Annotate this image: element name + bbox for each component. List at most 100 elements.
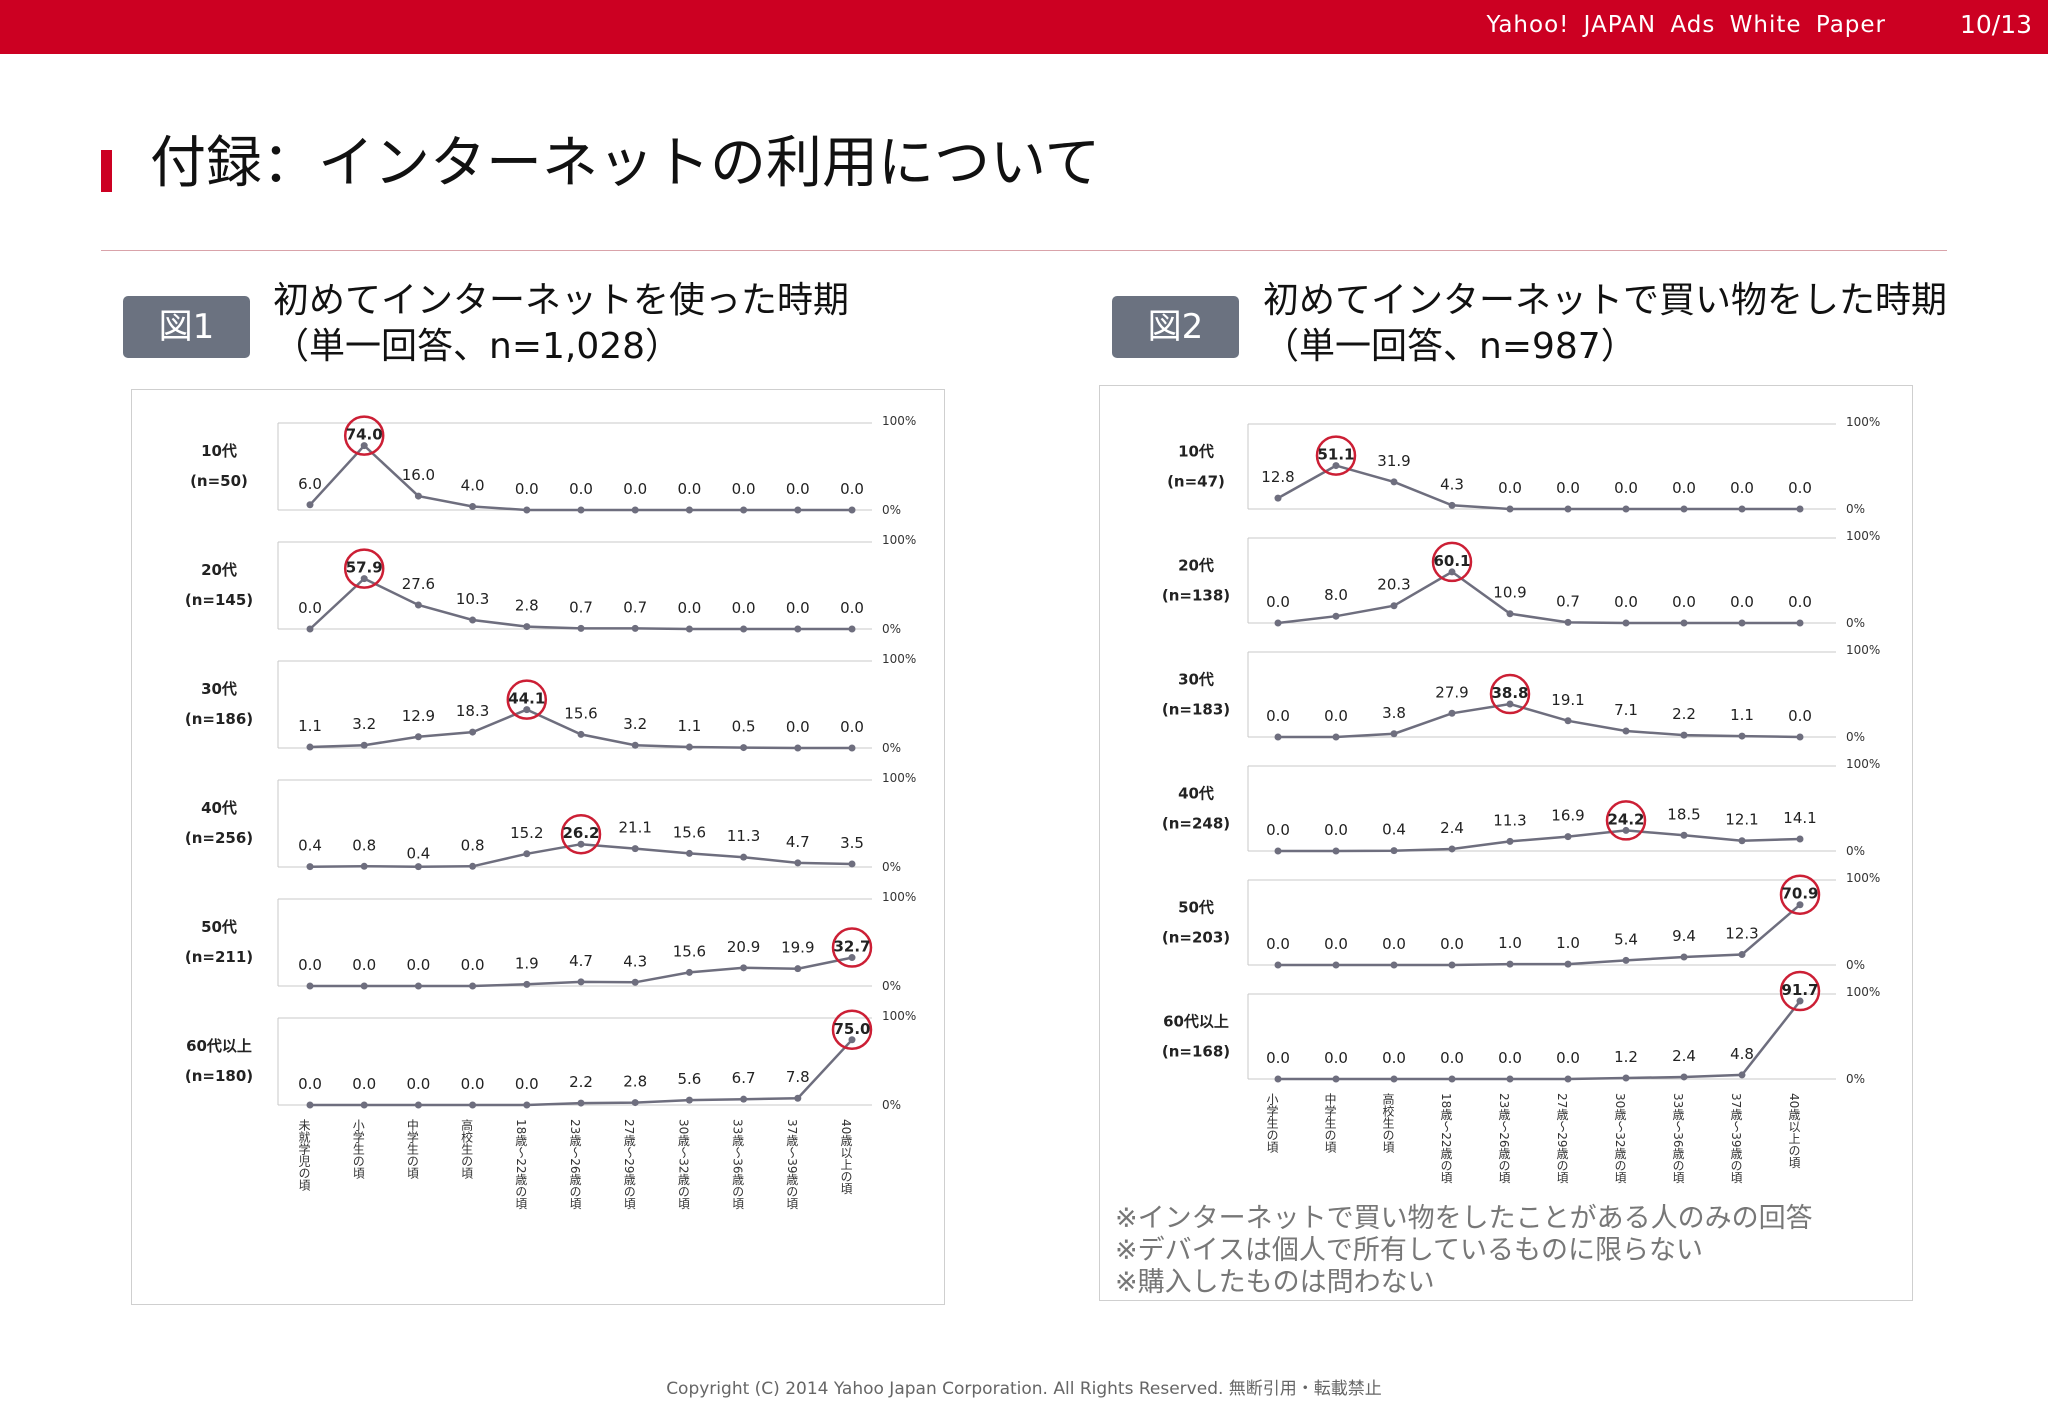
data-label: 0.0 — [1556, 1049, 1580, 1067]
category-label: 27歳～29歳の頃 — [1555, 1093, 1569, 1184]
data-label: 26.2 — [562, 824, 599, 842]
data-label: 5.4 — [1614, 930, 1638, 948]
data-point — [794, 1094, 802, 1102]
data-point — [848, 744, 856, 752]
data-point — [631, 978, 639, 986]
figure-2-chart: 100% 0% 10代 (n=47) 12.8 51.1 31.9 4.3 0.0 0.0 0.0 0… — [1162, 415, 1880, 1184]
series-name: 20代 — [1178, 556, 1214, 574]
data-point — [794, 506, 802, 514]
data-label: 0.4 — [1382, 821, 1406, 839]
data-label: 15.6 — [564, 704, 597, 722]
data-point — [631, 741, 639, 749]
series-n: (n=138) — [1162, 586, 1230, 604]
data-point — [469, 1101, 477, 1109]
data-label: 0.0 — [515, 1075, 539, 1093]
data-point — [1506, 700, 1514, 708]
peak-highlight — [1605, 800, 1647, 841]
y-min-label: 0% — [1846, 844, 1865, 858]
data-label: 0.0 — [406, 956, 430, 974]
data-point — [631, 845, 639, 853]
data-point — [306, 863, 314, 871]
y-min-label: 0% — [882, 503, 901, 517]
data-point — [794, 859, 802, 867]
data-point — [1796, 835, 1804, 843]
data-point — [1738, 1071, 1746, 1079]
data-label: 4.3 — [1440, 475, 1464, 493]
data-label: 9.4 — [1672, 927, 1696, 945]
data-point — [577, 840, 585, 848]
data-label: 0.0 — [1556, 479, 1580, 497]
data-point — [631, 506, 639, 514]
data-point — [794, 744, 802, 752]
data-point — [1564, 717, 1572, 725]
data-point — [1680, 505, 1688, 513]
data-label: 11.3 — [1493, 811, 1526, 829]
peak-highlight — [506, 679, 548, 720]
data-point — [1390, 602, 1398, 610]
data-label: 11.3 — [727, 827, 760, 845]
data-label: 3.8 — [1382, 704, 1406, 722]
series-name: 30代 — [1178, 670, 1214, 688]
data-point — [1738, 619, 1746, 627]
series-n: (n=47) — [1167, 472, 1225, 490]
data-label: 2.4 — [1672, 1047, 1696, 1065]
data-label: 20.3 — [1377, 576, 1410, 594]
data-label: 4.0 — [461, 477, 485, 495]
data-label: 0.7 — [569, 598, 593, 616]
data-label: 0.8 — [352, 836, 376, 854]
data-point — [523, 623, 531, 631]
data-point — [685, 968, 693, 976]
category-label: 高校生の頃 — [460, 1118, 474, 1180]
data-label: 0.0 — [732, 480, 756, 498]
data-point — [631, 624, 639, 632]
data-point — [1448, 501, 1456, 509]
data-label: 10.9 — [1493, 584, 1526, 602]
y-min-label: 0% — [1846, 958, 1865, 972]
series-name: 20代 — [201, 561, 237, 579]
series-line — [1277, 464, 1800, 511]
data-point — [306, 743, 314, 751]
data-point — [1506, 505, 1514, 513]
y-min-label: 0% — [1846, 730, 1865, 744]
category-label: 33歳～36歳の頃 — [1671, 1093, 1685, 1184]
y-min-label: 0% — [882, 741, 901, 755]
data-label: 1.9 — [515, 954, 539, 972]
y-max-label: 100% — [882, 533, 916, 547]
data-label: 0.0 — [840, 480, 864, 498]
data-point — [523, 850, 531, 858]
data-point — [740, 853, 748, 861]
data-point — [1738, 732, 1746, 740]
figure-1-chart: 100% 0% 10代 (n=50) 6.0 74.0 16.0 4.0 0.0 0.0 0.0 0.… — [185, 414, 916, 1210]
data-point — [1796, 505, 1804, 513]
header-bar: Yahoo! JAPAN Ads White Paper 10/13 — [0, 0, 2048, 54]
data-point — [469, 728, 477, 736]
series-line — [1278, 829, 1801, 853]
data-point — [360, 1101, 368, 1109]
page-title: 付録：インターネットの利用について — [150, 131, 1101, 196]
data-label: 0.0 — [1266, 935, 1290, 953]
data-point — [414, 733, 422, 741]
data-point — [523, 980, 531, 988]
peak-highlight — [343, 415, 385, 456]
category-label: 18歳～22歳の頃 — [1439, 1093, 1453, 1184]
data-label: 0.0 — [1788, 707, 1812, 725]
data-point — [1564, 960, 1572, 968]
data-point — [1448, 961, 1456, 969]
data-point — [306, 1101, 314, 1109]
data-point — [848, 1036, 856, 1044]
data-point — [685, 743, 693, 751]
series-n: (n=211) — [185, 948, 253, 966]
y-max-label: 100% — [1846, 643, 1880, 657]
data-label: 0.0 — [515, 480, 539, 498]
data-label: 1.2 — [1614, 1048, 1638, 1066]
data-point — [1274, 619, 1282, 627]
y-max-label: 100% — [882, 652, 916, 666]
data-point — [469, 503, 477, 511]
data-point — [740, 744, 748, 752]
data-label: 38.8 — [1491, 684, 1528, 702]
y-min-label: 0% — [882, 1098, 901, 1112]
data-label: 1.0 — [1498, 934, 1522, 952]
data-point — [1390, 961, 1398, 969]
data-label: 4.7 — [569, 952, 593, 970]
data-point — [360, 741, 368, 749]
